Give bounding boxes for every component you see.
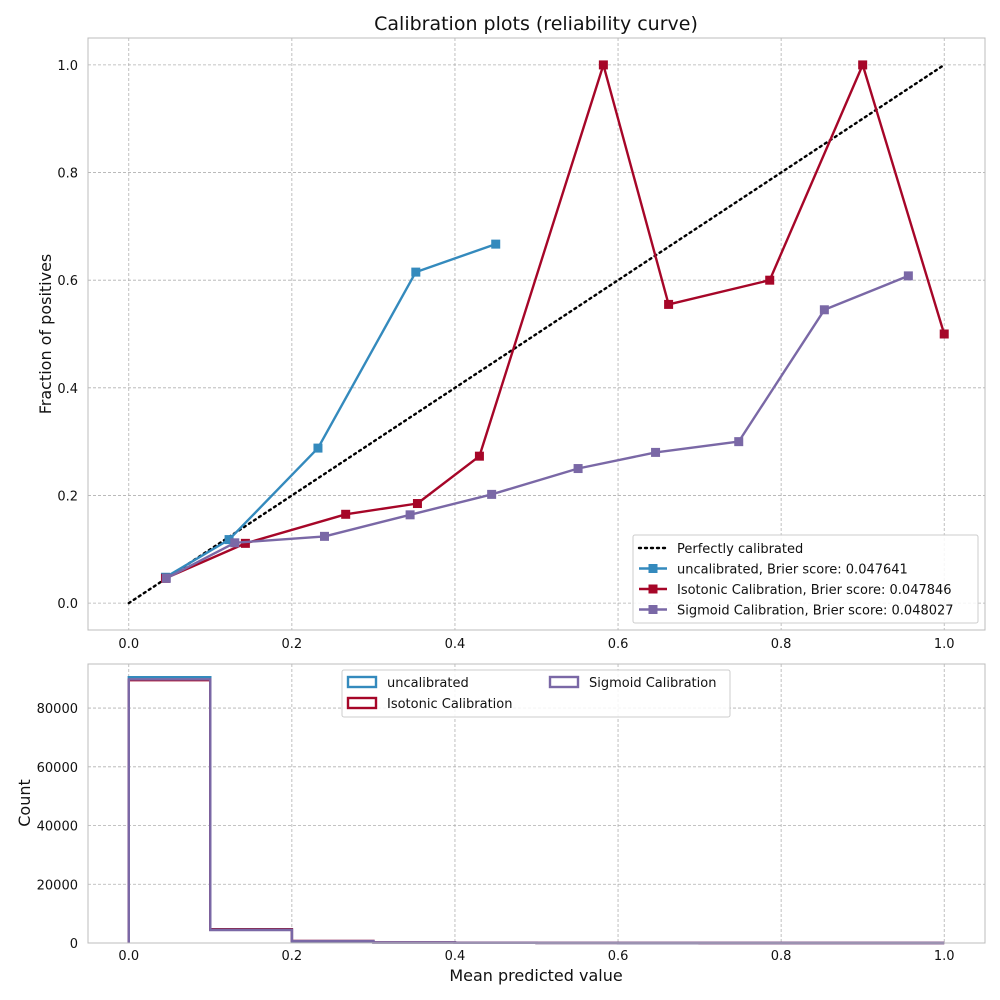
top-y-tick-label: 0.6 [57, 274, 78, 289]
bottom-plot-frame [87, 663, 986, 944]
series-2-point [412, 499, 422, 509]
series-3-point [651, 447, 661, 457]
top-y-tick-label: 0.2 [57, 489, 78, 504]
bottom-y-tick-label: 80000 [37, 702, 78, 717]
series-1-point [411, 267, 421, 277]
series-2-point [939, 329, 949, 339]
top-series-group [127, 60, 949, 605]
bottom-y-tick-label: 40000 [37, 820, 78, 835]
top-y-tick-label: 1.0 [57, 59, 78, 74]
top-plot-frame [87, 37, 986, 631]
top-legend-box [632, 534, 979, 624]
series-2-point [664, 299, 674, 309]
top-x-tick-label: 1.0 [934, 637, 955, 652]
series-3-point [819, 305, 829, 315]
bottom-legend-label-2: Sigmoid Calibration [589, 676, 716, 691]
bottom-x-tick-label: 0.0 [118, 949, 139, 964]
series-2-point [474, 451, 484, 461]
top-y-tick-label: 0.8 [57, 167, 78, 182]
series-3-point [903, 271, 913, 281]
x-axis-label-bottom: Mean predicted value [449, 966, 622, 985]
bottom-legend: uncalibrated Isotonic Calibration Sigmoid … [341, 669, 731, 718]
bottom-x-tick-label: 0.8 [771, 949, 792, 964]
series-3-point [230, 538, 240, 548]
series-3-point [734, 437, 744, 447]
legend-label-0: Perfectly calibrated [677, 542, 803, 557]
bottom-legend-swatch-1 [346, 696, 378, 710]
series-3-point [319, 531, 329, 541]
series-3-point [573, 464, 583, 474]
series-3-point [487, 489, 497, 499]
top-x-tick-label: 0.8 [771, 637, 792, 652]
series-3-point [161, 573, 171, 583]
series-2-point [341, 509, 351, 519]
y-axis-label-top: Fraction of positives [36, 254, 55, 415]
top-x-tick-label: 0.6 [608, 637, 629, 652]
bottom-x-tick-label: 0.6 [608, 949, 629, 964]
top-x-tick-label: 0.2 [282, 637, 303, 652]
bottom-legend-swatch-2 [548, 675, 580, 689]
bottom-x-tick-label: 0.2 [282, 949, 303, 964]
series-2-point [598, 60, 608, 70]
bottom-tick-labels: 0.0 0.2 0.4 0.6 0.8 1.0 0 20000 40000 60000 80000 [37, 702, 955, 964]
bottom-y-tick-label: 0 [70, 937, 78, 952]
top-x-tick-label: 0.0 [118, 637, 139, 652]
bottom-x-tick-label: 1.0 [934, 949, 955, 964]
top-tick-labels: 0.0 0.2 0.4 0.6 0.8 1.0 0.0 0.2 0.4 0.6 0.8 1.0 [57, 59, 954, 652]
series-line-0 [127, 63, 946, 605]
legend-marker-2 [648, 584, 658, 594]
bottom-legend-box [341, 669, 731, 718]
legend-label-2: Isotonic Calibration, Brier score: 0.047… [677, 583, 952, 598]
series-line-2 [165, 63, 946, 580]
series-2-point [765, 275, 775, 285]
y-axis-label-bottom: Count [15, 779, 34, 827]
bottom-x-tick-label: 0.4 [445, 949, 466, 964]
series-1-point [313, 443, 323, 453]
legend-label-3: Sigmoid Calibration, Brier score: 0.0480… [677, 604, 954, 619]
series-3-point [405, 510, 415, 520]
series-2-point [240, 538, 250, 548]
series-line-3 [165, 274, 909, 580]
top-y-tick-label: 0.0 [57, 597, 78, 612]
legend-marker-3 [648, 605, 658, 614]
histogram-chart: 0.0 0.2 0.4 0.6 0.8 1.0020000400006000080000 … [15, 663, 986, 985]
top-y-tick-label: 0.4 [57, 382, 78, 397]
bottom-y-tick-label: 20000 [37, 878, 78, 893]
top-x-tick-label: 0.4 [445, 637, 466, 652]
bottom-legend-swatch-0 [346, 675, 378, 689]
series-2-point [858, 60, 868, 70]
series-1-point [224, 535, 234, 545]
legend-label-1: uncalibrated, Brier score: 0.047641 [677, 563, 908, 578]
series-1-point [491, 239, 501, 249]
legend-marker-1 [648, 564, 658, 573]
top-legend: Perfectly calibrated uncalibrated, Brier … [632, 534, 979, 624]
bottom-y-tick-label: 60000 [37, 761, 78, 776]
chart-title: Calibration plots (reliability curve) [374, 13, 698, 35]
bottom-legend-label-0: uncalibrated [387, 676, 469, 691]
bottom-legend-label-1: Isotonic Calibration [387, 697, 512, 712]
reliability-curve-chart: 0.0 0.2 0.4 0.6 0.8 1.0 0.0 0.2 0.4 0.6 0.8 1.0 Cal… [36, 13, 986, 652]
